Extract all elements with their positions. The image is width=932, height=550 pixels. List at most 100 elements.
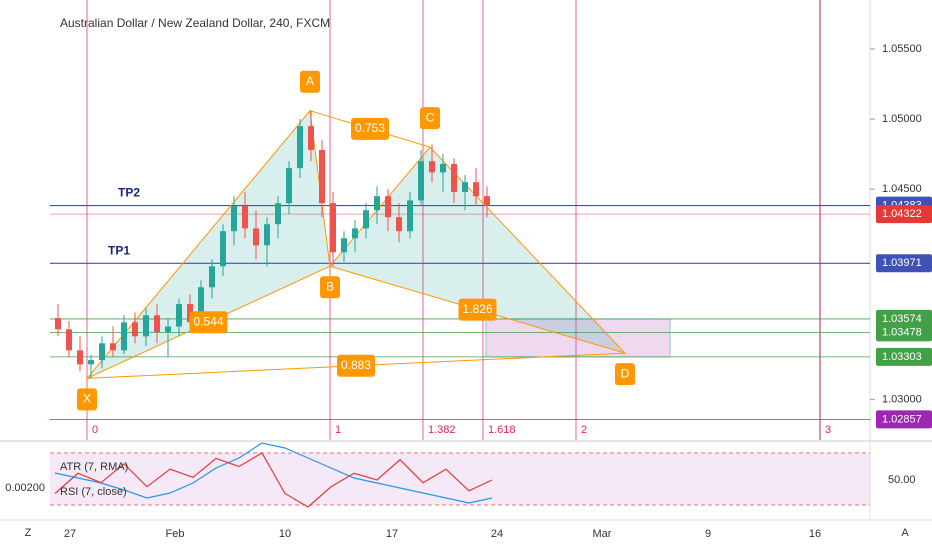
y-tick-label: 1.05000 (882, 113, 922, 125)
rsi-label: RSI (7, close) (60, 486, 127, 498)
price-tag-label: 1.03574 (882, 313, 922, 325)
fib-time-label: 1.382 (428, 424, 456, 436)
candle-body (286, 168, 292, 204)
candle-body (143, 315, 149, 337)
ratio-box (189, 311, 228, 334)
fib-time-label: 1.618 (488, 424, 516, 436)
button[interactable]: Z (25, 527, 32, 539)
price-tag-label: 1.03478 (882, 326, 922, 338)
fib-time-label: 3 (825, 424, 831, 436)
point-box (77, 388, 97, 411)
candle-body (484, 196, 490, 206)
price-tag (876, 254, 932, 273)
candle-body (275, 203, 281, 225)
ratio-box (351, 117, 389, 140)
candle-body (110, 343, 116, 351)
candle-body (341, 238, 347, 253)
price-tag (876, 410, 932, 429)
x-tick-label: 10 (279, 528, 291, 540)
ratio-label: 1.826 (462, 302, 492, 316)
point-label: C (426, 110, 435, 124)
fib-time-label: 2 (581, 424, 587, 436)
candle-body (77, 350, 83, 365)
rsi-line (54, 452, 493, 508)
y-tick-label: 1.03000 (882, 393, 922, 405)
point-label: A (306, 74, 314, 88)
candle-body (418, 161, 424, 201)
price-tag (876, 347, 932, 366)
point-label: B (326, 279, 334, 293)
ratio-box (458, 298, 497, 321)
candle-body (198, 287, 204, 323)
fib-time-label: 0 (92, 424, 98, 436)
y-tick-label: 1.05500 (882, 43, 922, 55)
candle-body (132, 322, 138, 337)
x-tick-label: Mar (593, 528, 612, 540)
candle-body (88, 360, 94, 365)
target-label: TP2 (118, 186, 140, 200)
candle-body (297, 126, 303, 169)
candle-body (209, 266, 215, 288)
price-tag (876, 323, 932, 342)
candle-body (330, 203, 336, 253)
ratio-box (337, 354, 375, 377)
candle-body (451, 163, 457, 192)
candle-body (352, 228, 358, 239)
atr-line (54, 442, 493, 504)
candle-body (462, 182, 468, 192)
button[interactable]: A (901, 527, 909, 539)
candle-body (473, 182, 479, 197)
candle-body (231, 205, 237, 232)
x-tick-label: 27 (64, 528, 76, 540)
candle-body (242, 205, 248, 229)
candle-body (440, 163, 446, 173)
candle-body (121, 322, 127, 351)
candle-body (429, 161, 435, 173)
candle-body (308, 126, 314, 150)
candle-body (385, 196, 391, 218)
candle-body (55, 318, 61, 330)
candle-body (99, 343, 105, 361)
candle-body (253, 228, 259, 246)
candle-body (66, 329, 72, 351)
x-tick-label: Feb (166, 528, 185, 540)
point-box (420, 107, 440, 130)
candle-body (374, 196, 380, 211)
candle-body (220, 231, 226, 267)
atr-tick-label: 0.00200 (5, 482, 45, 494)
price-tag-label: 1.04322 (882, 208, 922, 220)
candle-body (396, 217, 402, 232)
ratio-label: 0.544 (193, 314, 223, 328)
candle-body (264, 224, 270, 246)
x-tick-label: 24 (491, 528, 503, 540)
fib-time-label: 1 (335, 424, 341, 436)
price-tag-label: 1.03303 (882, 351, 922, 363)
point-label: D (621, 366, 630, 380)
rsi-band (50, 453, 870, 505)
candle-body (165, 326, 171, 333)
x-tick-label: 9 (705, 528, 711, 540)
candle-body (363, 210, 369, 229)
point-box (320, 276, 340, 299)
ratio-label: 0.883 (341, 358, 371, 372)
chart-title: Australian Dollar / New Zealand Dollar, … (60, 16, 330, 30)
point-label: X (83, 392, 91, 406)
x-tick-label: 17 (386, 528, 398, 540)
atr-label: ATR (7, RMA) (60, 461, 128, 473)
candle-body (176, 304, 182, 327)
target-label: TP1 (108, 243, 130, 257)
point-box (615, 363, 635, 386)
point-box (300, 70, 320, 93)
candle-body (154, 315, 160, 333)
price-tag-label: 1.02857 (882, 413, 922, 425)
y-tick-label: 1.04500 (882, 183, 922, 195)
candle-body (407, 200, 413, 232)
rsi-tick-label: 50.00 (888, 474, 916, 486)
price-tag (876, 205, 932, 224)
price-tag-label: 1.03971 (882, 257, 922, 269)
candle-body (319, 149, 325, 204)
ratio-label: 0.753 (355, 121, 385, 135)
x-tick-label: 16 (809, 528, 821, 540)
